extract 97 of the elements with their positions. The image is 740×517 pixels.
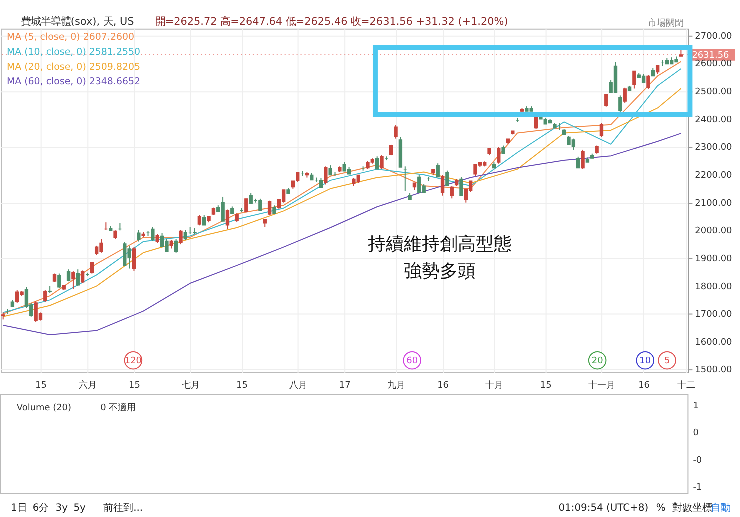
text: MA (10, close, 0) 2581.2550 bbox=[6, 46, 141, 58]
x-tick-label: 15 bbox=[236, 380, 248, 391]
text: 對數坐標 bbox=[672, 502, 712, 514]
candlestick bbox=[390, 144, 394, 156]
x-tick-label: 七月 bbox=[182, 380, 200, 391]
y-tick-label: 2700.00 bbox=[695, 32, 733, 42]
y-tick-label: 2300.00 bbox=[695, 143, 733, 154]
chart-subtitle: 開=2625.72 高=2647.64 低=2625.46 收=2631.56 +31.32 (+1.20%) bbox=[155, 16, 508, 28]
annotation: 10 bbox=[640, 356, 652, 367]
text: 1 bbox=[693, 401, 699, 412]
x-tick-label: 16 bbox=[438, 380, 450, 391]
text: 自動 bbox=[711, 502, 732, 514]
y-tick-label: 2000.00 bbox=[695, 226, 733, 237]
y-tick-label: 2400.00 bbox=[695, 115, 733, 126]
x-tick-label: 十二 bbox=[677, 380, 696, 391]
annotation: 20 bbox=[592, 356, 604, 367]
candlestick bbox=[497, 146, 501, 164]
text: % bbox=[656, 502, 666, 514]
candlestick bbox=[380, 155, 384, 170]
y-tick-label: 1600.00 bbox=[695, 338, 733, 348]
text: 3y bbox=[56, 502, 68, 514]
text: 1日 bbox=[10, 502, 28, 514]
y-tick-label: 2100.00 bbox=[695, 198, 733, 209]
x-tick-label: 15 bbox=[36, 380, 47, 391]
annotation: 強勢多頭 bbox=[404, 260, 476, 282]
candlestick bbox=[58, 273, 62, 289]
text: 01:09:54 (UTC+8) bbox=[558, 502, 649, 514]
text: 5y bbox=[74, 502, 86, 514]
y-tick-label: 1800.00 bbox=[695, 282, 733, 292]
candlestick bbox=[436, 163, 440, 178]
candlestick bbox=[80, 270, 85, 284]
candlestick bbox=[440, 174, 445, 196]
candlestick bbox=[151, 226, 155, 242]
text: 市場關閉 bbox=[648, 18, 684, 29]
candlestick bbox=[202, 214, 206, 226]
candlestick bbox=[226, 209, 230, 230]
candlestick bbox=[137, 230, 141, 242]
candlestick bbox=[324, 166, 328, 186]
candlestick bbox=[179, 230, 183, 246]
x-tick-label: 17 bbox=[339, 380, 351, 391]
candlestick bbox=[319, 178, 324, 189]
annotation: 120 bbox=[124, 356, 142, 367]
candlestick bbox=[600, 122, 604, 138]
x-tick-label: 八月 bbox=[289, 380, 308, 391]
candlestick bbox=[76, 269, 80, 287]
x-tick-label: 九月 bbox=[388, 380, 406, 391]
chart-title: 費城半導體(sox), 天, US bbox=[20, 16, 135, 28]
candlestick bbox=[632, 70, 636, 90]
x-tick-label: 十一月 bbox=[588, 380, 616, 391]
y-tick-label: 1500.00 bbox=[695, 366, 733, 376]
text: -1 bbox=[693, 483, 702, 494]
candlestick bbox=[198, 214, 202, 226]
y-tick-label: 2500.00 bbox=[695, 88, 733, 98]
x-tick-label: 十月 bbox=[486, 380, 504, 391]
candlestick bbox=[576, 156, 580, 169]
candlestick bbox=[394, 124, 398, 140]
y-tick-label: 1700.00 bbox=[695, 310, 733, 320]
text: MA (5, close, 0) 2607.2600 bbox=[6, 32, 135, 43]
x-tick-label: 15 bbox=[540, 380, 552, 391]
text: 0 bbox=[693, 428, 700, 438]
text: MA (20, close, 0) 2509.8205 bbox=[6, 62, 141, 73]
candlestick bbox=[44, 290, 48, 303]
candlestick bbox=[450, 186, 454, 200]
annotation: 持續維持創高型態 bbox=[368, 234, 512, 256]
candlestick bbox=[618, 95, 622, 113]
candlestick bbox=[623, 87, 627, 104]
text: -0 bbox=[693, 456, 702, 466]
annotation: 5 bbox=[664, 356, 670, 367]
text: 6分 bbox=[32, 502, 50, 514]
candlestick bbox=[375, 156, 380, 170]
y-tick-label: 2200.00 bbox=[695, 170, 733, 181]
candlestick bbox=[581, 149, 585, 170]
candlestick bbox=[446, 170, 450, 187]
line-series bbox=[2, 133, 682, 336]
candlestick bbox=[174, 238, 178, 254]
x-tick-label: 六月 bbox=[78, 380, 97, 391]
annotation: 60 bbox=[406, 356, 418, 367]
candlestick bbox=[132, 246, 136, 272]
candlestick bbox=[460, 176, 464, 196]
candlestick bbox=[244, 198, 248, 214]
candlestick bbox=[646, 74, 650, 90]
x-tick-label: 16 bbox=[638, 380, 650, 391]
candlestick bbox=[66, 269, 71, 282]
ref-line-label: 2631.56 bbox=[692, 50, 730, 61]
candlestick bbox=[604, 94, 608, 108]
text: 0 不適用 bbox=[100, 402, 136, 414]
candlestick bbox=[90, 262, 94, 274]
x-tick-label: 15 bbox=[129, 380, 140, 391]
candlestick bbox=[328, 165, 332, 176]
candlestick bbox=[72, 271, 76, 290]
y-tick-label: 1900.00 bbox=[695, 254, 733, 264]
text: Volume (20) bbox=[16, 403, 72, 414]
y-tick-label: 2600.00 bbox=[695, 60, 733, 70]
candlestick bbox=[258, 198, 262, 212]
candlestick bbox=[268, 200, 272, 216]
text: 前往到... bbox=[104, 502, 144, 514]
text: MA (60, close, 0) 2348.6652 bbox=[6, 76, 141, 88]
